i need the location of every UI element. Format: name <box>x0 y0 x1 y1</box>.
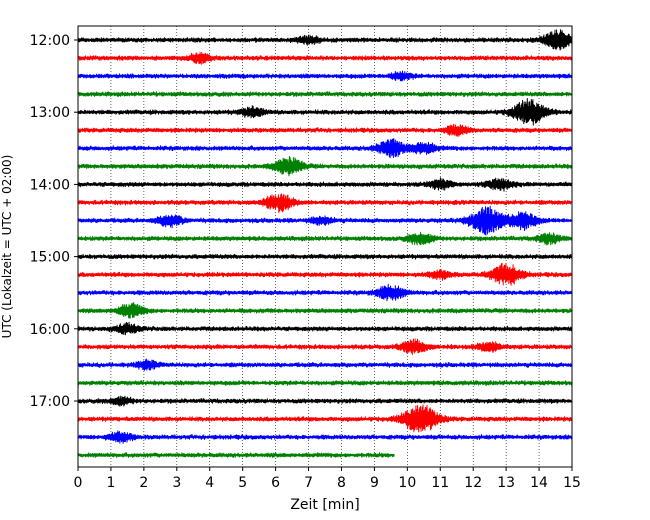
plot-frame <box>77 25 573 468</box>
trace-16:30 <box>77 358 573 371</box>
trace-17:15 <box>77 404 573 433</box>
trace-13:30 <box>77 138 573 159</box>
trace-15:15 <box>77 262 573 286</box>
y-tick-label: 12:00 <box>30 33 70 49</box>
trace-16:00 <box>77 321 573 336</box>
trace-12:00 <box>77 29 573 51</box>
y-tick-label: 17:00 <box>30 394 70 410</box>
trace-14:00 <box>77 177 573 192</box>
y-tick-label: 16:00 <box>30 322 70 338</box>
x-tick-label: 8 <box>337 475 346 491</box>
x-tick-label: 9 <box>370 475 379 491</box>
x-tick-label: 2 <box>139 475 148 491</box>
x-tick-label: 4 <box>205 475 214 491</box>
trace-13:45 <box>77 155 573 177</box>
trace-15:45 <box>77 302 573 319</box>
trace-12:15 <box>77 51 573 65</box>
y-tick-label: 14:00 <box>30 177 70 193</box>
y-axis: 12:00 13:00 14:00 15:00 16:00 17:00 <box>30 33 78 410</box>
y-tick-label: 15:00 <box>30 250 70 266</box>
trace-17:30 <box>77 430 573 444</box>
trace-14:15 <box>77 193 573 213</box>
trace-14:45 <box>77 231 573 246</box>
x-tick-label: 5 <box>238 475 247 491</box>
x-tick-label: 12 <box>464 475 482 491</box>
trace-17:00 <box>77 395 573 407</box>
trace-17:45 <box>77 452 395 458</box>
x-tick-label: 6 <box>271 475 280 491</box>
x-axis: 0 1 2 3 4 5 6 7 8 9 10 11 12 13 14 15 <box>74 467 581 491</box>
trace-15:30 <box>77 283 573 302</box>
y-tick-label: 13:00 <box>30 105 70 121</box>
trace-16:45 <box>77 380 573 386</box>
x-tick-label: 11 <box>431 475 449 491</box>
x-tick-label: 10 <box>398 475 416 491</box>
x-tick-label: 0 <box>74 475 83 491</box>
trace-group <box>77 29 573 458</box>
x-axis-label: Zeit [min] <box>290 497 359 513</box>
x-tick-label: 3 <box>172 475 181 491</box>
y-axis-label: UTC (Lokalzeit = UTC + 02:00) <box>0 155 14 339</box>
trace-12:45 <box>77 91 573 98</box>
trace-13:15 <box>77 123 573 137</box>
trace-14:30 <box>77 205 573 236</box>
x-tick-label: 14 <box>530 475 548 491</box>
trace-12:30 <box>77 70 573 82</box>
trace-16:15 <box>77 338 573 356</box>
x-tick-label: 13 <box>497 475 515 491</box>
trace-15:00 <box>77 253 573 260</box>
x-tick-label: 15 <box>563 475 581 491</box>
trace-13:00 <box>77 98 573 126</box>
x-tick-label: 7 <box>304 475 313 491</box>
x-tick-label: 1 <box>106 475 115 491</box>
